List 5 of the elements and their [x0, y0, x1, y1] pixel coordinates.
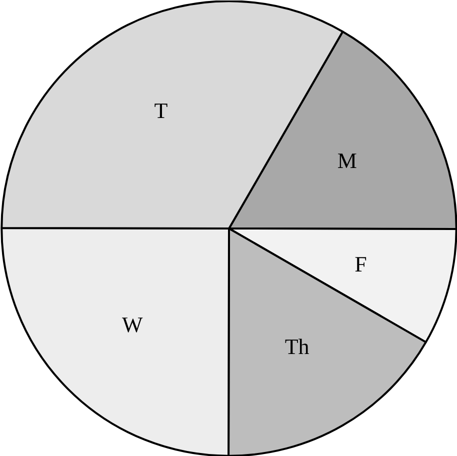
- slice-label: W: [122, 312, 143, 338]
- slice-label: M: [337, 148, 357, 174]
- slice-label: F: [354, 251, 367, 276]
- slice-label: T: [154, 98, 168, 124]
- slice-label: Th: [284, 334, 310, 359]
